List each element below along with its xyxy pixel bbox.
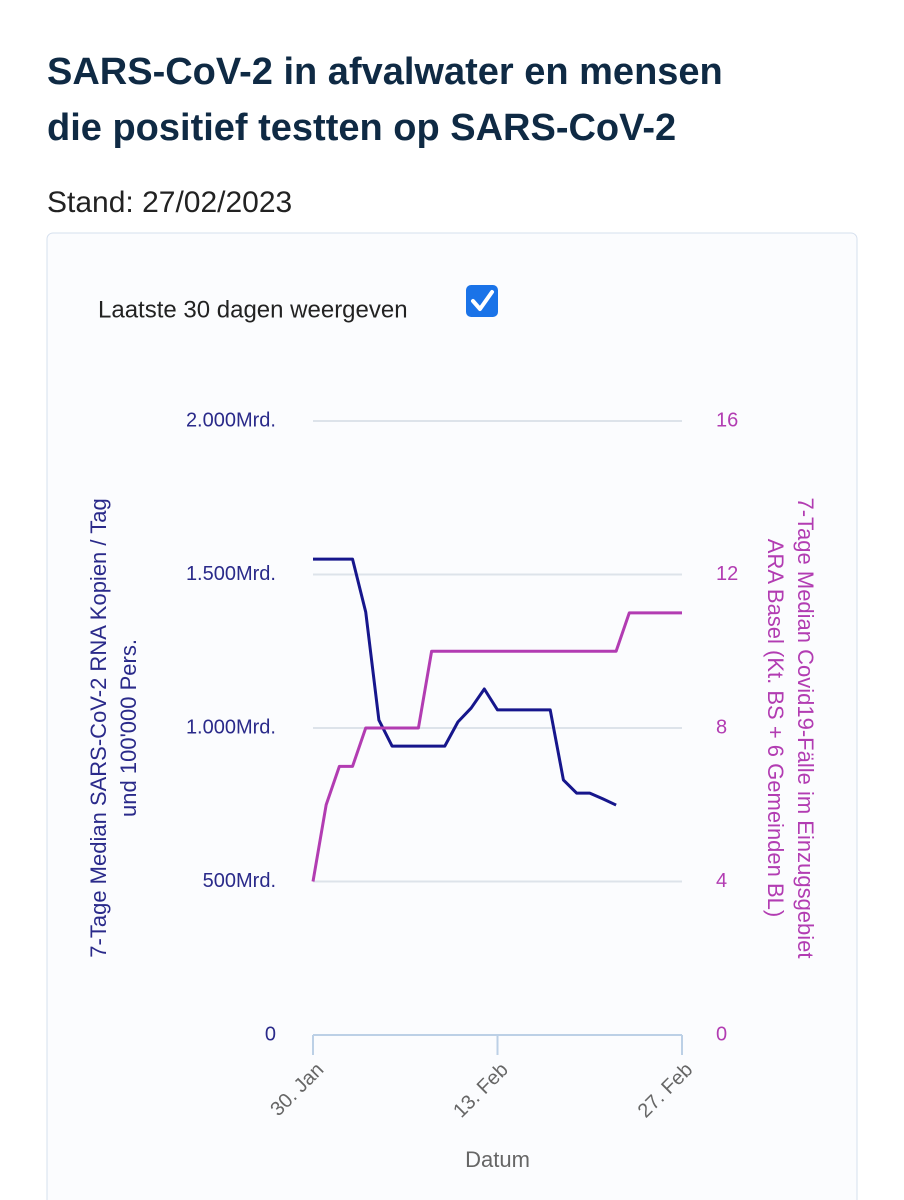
y2-tick-label: 4 [716,870,727,892]
y2-tick-label: 12 [716,563,738,585]
title: SARS-CoV-2 in afvalwater en mensen [47,51,723,93]
y2-axis-title: ARA Basel (Kt. BS + 6 Gemeinden BL) [763,539,788,917]
line-series [313,557,617,807]
checkbox-label: Laatste 30 dagen weergeven [98,296,408,323]
y2-axis-title: 7-Tage Median Covid19-Fälle im Einzugsge… [793,497,818,958]
y2-tick-label: 16 [716,409,738,431]
card [46,232,858,1200]
subtitle: Stand: 27/02/2023 [47,186,292,219]
y-tick-label: 1.500Mrd. [186,563,276,585]
y-axis-title: 7-Tage Median SARS-CoV-2 RNA Kopien / Ta… [86,498,111,957]
line-series [311,611,682,882]
y-tick-label: 2.000Mrd. [186,409,276,431]
checkbox[interactable] [466,285,498,317]
y-axis-title: und 100'000 Pers. [116,639,141,817]
y-tick-label: 0 [265,1023,276,1045]
x-axis-title: Datum [465,1147,530,1172]
y2-tick-label: 8 [716,716,727,738]
y2-tick-label: 0 [716,1023,727,1045]
y-tick-label: 1.000Mrd. [186,716,276,738]
y-tick-label: 500Mrd. [203,870,276,892]
title: die positief testten op SARS-CoV-2 [47,107,676,149]
